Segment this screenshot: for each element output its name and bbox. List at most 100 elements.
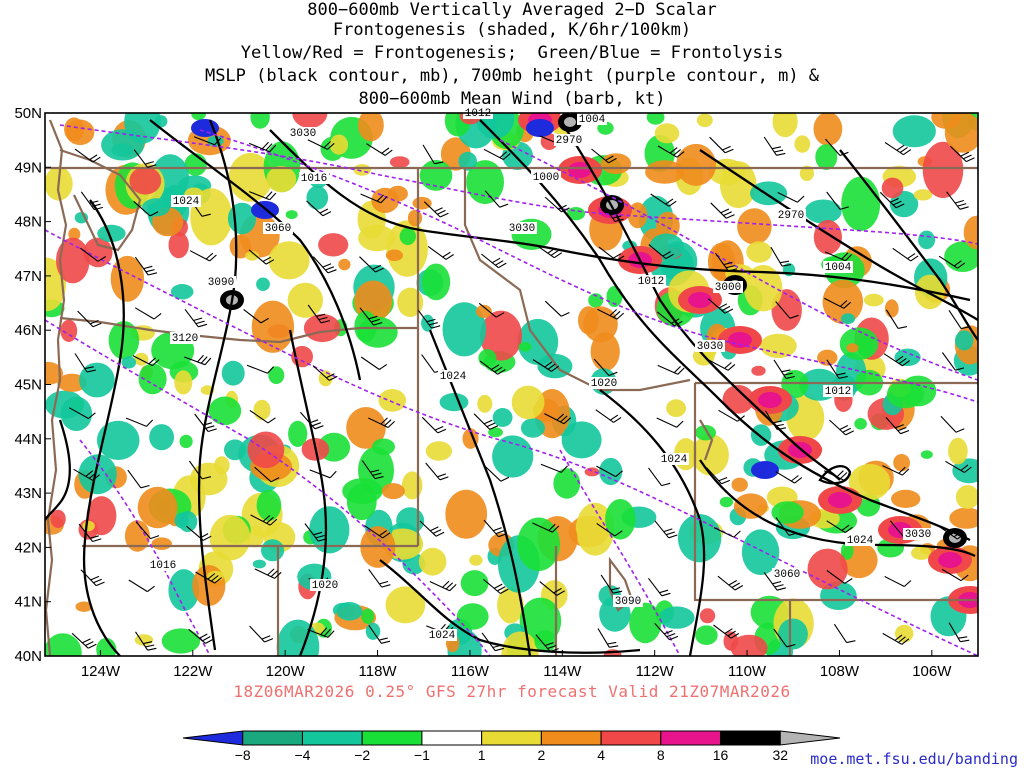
wind-barb (882, 632, 910, 645)
wind-barb (312, 256, 337, 274)
colorbar-swatch (361, 730, 423, 746)
wind-barb (188, 628, 214, 644)
svg-text:1024: 1024 (173, 196, 200, 208)
shade-cell (963, 215, 978, 250)
wind-barb (309, 469, 337, 479)
shade-cell (841, 176, 881, 231)
wind-barb (946, 191, 969, 210)
shade-cell (760, 333, 797, 359)
colorbar-label: 32 (772, 747, 788, 763)
svg-text:1000: 1000 (533, 172, 559, 184)
wind-barb (884, 142, 912, 156)
mslp-label: 1000 (531, 171, 561, 184)
shade-cell (469, 554, 483, 566)
shade-cell (952, 458, 978, 484)
wind-barb (125, 417, 154, 427)
mslp-label: 1004 (577, 113, 607, 126)
shade-cell (733, 493, 768, 519)
wind-barb (596, 522, 623, 537)
coastline (45, 119, 68, 656)
shade-cell (599, 457, 623, 486)
wind-barb (480, 253, 507, 269)
shade-cell (285, 210, 298, 220)
height-label: 3060 (772, 568, 802, 581)
shade-cell (318, 233, 349, 257)
shade-cell (475, 304, 492, 318)
wind-barb (304, 523, 327, 542)
shade-cell (252, 559, 266, 569)
wind-barb (483, 578, 509, 594)
shade-cell (399, 227, 416, 246)
wind-barb (134, 307, 162, 320)
svg-text:1012: 1012 (465, 108, 491, 120)
shade-cell (839, 327, 879, 361)
wind-barb (777, 192, 805, 203)
shade-cell (60, 396, 93, 431)
shade-cell (540, 133, 558, 151)
shade-cell (854, 418, 867, 430)
wind-barb (892, 247, 919, 262)
shade-cell (179, 434, 193, 449)
shade-cell (401, 471, 423, 500)
wind-barb (248, 191, 277, 201)
shade-cell (358, 113, 384, 142)
wind-barb (763, 572, 786, 591)
lat-label: 41N (14, 594, 42, 611)
shade-cell (893, 454, 910, 472)
shade-cell (170, 284, 194, 300)
shade-cell (922, 141, 964, 198)
lon-label: 118W (359, 663, 398, 680)
shade-cell (50, 509, 66, 529)
lon-label: 120W (266, 663, 306, 680)
shade-cell (268, 366, 285, 385)
shade-cell (646, 113, 665, 125)
lon-label: 108W (820, 663, 860, 680)
wind-barb (473, 413, 499, 430)
wind-barb (535, 634, 559, 653)
wind-barb (707, 298, 734, 314)
wind-barb (74, 353, 96, 373)
height-label: 2970 (554, 134, 584, 147)
shade-cell (822, 279, 864, 324)
svg-text:1016: 1016 (301, 173, 327, 185)
wind-barb (597, 628, 619, 648)
forecast-valid-footer: 18Z06MAR2026 0.25° GFS 27hr forecast Val… (233, 682, 791, 701)
svg-text:1016: 1016 (150, 560, 176, 572)
shade-cell (97, 224, 126, 242)
colorbar-label: 1 (478, 747, 486, 763)
shade-cell (600, 153, 632, 175)
wind-barb (248, 141, 277, 153)
lon-label: 122W (173, 663, 213, 680)
shade-cell (121, 356, 137, 369)
wind-barb (654, 623, 679, 641)
svg-text:3060: 3060 (265, 223, 291, 235)
shade-cell (361, 608, 375, 624)
wind-barb (773, 628, 796, 648)
wind-barb (249, 625, 274, 643)
shade-cell (174, 370, 193, 395)
shade-cell (948, 437, 968, 465)
colorbar-swatch (600, 730, 662, 746)
shade-cell (722, 385, 755, 414)
wind-barb (593, 358, 618, 377)
wind-barb (764, 410, 787, 431)
svg-text:1024: 1024 (429, 630, 456, 642)
shade-cell (338, 258, 351, 271)
shade-cell (174, 512, 189, 529)
wind-barb (368, 568, 391, 588)
shade-cell (168, 569, 200, 612)
wind-barb (654, 520, 678, 539)
wind-barb (532, 522, 560, 533)
shade-cell (458, 151, 478, 171)
wind-barb (775, 471, 803, 484)
shade-cell (772, 113, 798, 138)
wind-barb (299, 411, 324, 430)
wind-barb (775, 517, 798, 536)
mslp-label: 1016 (299, 172, 329, 185)
shade-cell (568, 162, 592, 178)
svg-text:2970: 2970 (556, 135, 582, 147)
shade-cell (583, 306, 618, 343)
wind-barb (425, 462, 449, 481)
wind-barb (422, 144, 444, 165)
height-label: 3120 (170, 332, 200, 345)
